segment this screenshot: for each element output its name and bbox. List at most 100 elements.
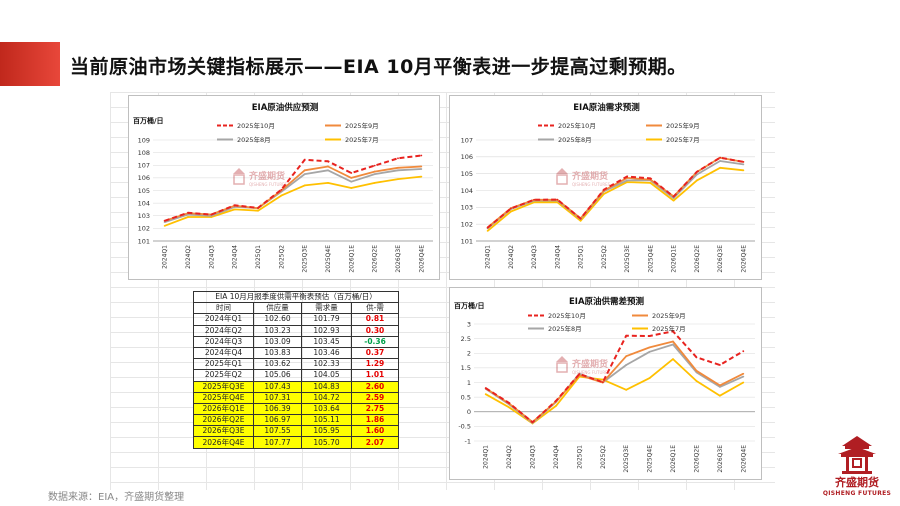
watermark-icon bbox=[233, 168, 245, 174]
x-tick-label: 2026Q4E bbox=[418, 245, 425, 273]
table-cell-time: 2026年Q2E bbox=[193, 414, 254, 427]
x-tick-label: 2024Q3 bbox=[530, 445, 537, 469]
table-row: 2024年Q4 103.83 103.46 0.37 bbox=[193, 346, 400, 360]
x-tick-label: 2024Q3 bbox=[208, 245, 215, 269]
data-point-sep bbox=[695, 369, 698, 372]
title-accent-bar bbox=[0, 42, 60, 86]
y-tick-label: 102 bbox=[461, 220, 473, 228]
demand-chart: EIA原油需求预测 101 102 103 104 105 106 107 2024Q1 2024… bbox=[449, 95, 762, 280]
data-point-jul bbox=[718, 394, 721, 397]
y-tick-label: 107 bbox=[138, 162, 150, 170]
data-point-sep bbox=[625, 355, 628, 358]
y-tick-label: 3 bbox=[467, 320, 471, 328]
data-point-aug bbox=[303, 173, 306, 175]
chart-title: EIA原油供应预测 bbox=[252, 102, 319, 113]
x-tick-label: 2026Q2E bbox=[694, 245, 701, 273]
table-cell-supply: 103.62 bbox=[253, 358, 302, 371]
table-header-time: 时间 bbox=[193, 302, 254, 315]
x-tick-label: 2025Q1 bbox=[255, 245, 262, 269]
series-line-oct bbox=[486, 156, 744, 229]
data-point-oct bbox=[695, 170, 698, 173]
data-point-jul bbox=[257, 209, 259, 212]
data-point-jul bbox=[484, 393, 487, 396]
data-point-aug bbox=[648, 350, 651, 353]
legend-label-jul: 2025年7月 bbox=[666, 135, 700, 144]
series-line-sep bbox=[487, 156, 744, 229]
series-line-oct bbox=[485, 330, 744, 424]
table-cell-time: 2025年Q3E bbox=[193, 380, 254, 393]
table-cell-supply: 107.77 bbox=[253, 436, 302, 449]
table-header-supply: 供应量 bbox=[253, 302, 302, 315]
data-point-jul bbox=[626, 181, 629, 183]
data-point-jul bbox=[742, 381, 745, 384]
x-tick-label: 2024Q3 bbox=[531, 245, 538, 269]
series-line-aug bbox=[487, 160, 744, 230]
y-tick-label: 0.5 bbox=[461, 393, 471, 401]
legend-label-jul: 2025年7月 bbox=[652, 324, 686, 333]
data-point-sep bbox=[373, 170, 376, 173]
data-point-jul bbox=[508, 406, 511, 409]
data-point-jul bbox=[672, 358, 674, 360]
data-point-jul bbox=[695, 380, 698, 382]
table-cell-supply: 106.39 bbox=[253, 402, 302, 416]
x-tick-label: 2024Q4 bbox=[554, 245, 561, 269]
table-cell-time: 2026年Q3E bbox=[193, 425, 254, 438]
y-tick-label: 105 bbox=[138, 187, 150, 195]
y-tick-label: 104 bbox=[461, 187, 473, 195]
data-point-jul bbox=[625, 388, 628, 391]
table-row: 2026年Q2E 106.97 105.11 1.86 bbox=[193, 414, 400, 427]
legend-label-aug: 2025年8月 bbox=[237, 135, 271, 144]
table-cell-demand: 105.11 bbox=[301, 414, 352, 427]
watermark-sub: QISHENG FUTURES bbox=[572, 182, 611, 187]
y-tick-label: 108 bbox=[138, 149, 150, 157]
data-point-sep bbox=[350, 176, 353, 179]
data-point-aug bbox=[742, 163, 745, 166]
data-point-oct bbox=[303, 158, 306, 161]
data-point-aug bbox=[327, 169, 329, 172]
series-line-aug bbox=[164, 168, 422, 223]
y-tick-label: 106 bbox=[461, 153, 473, 161]
data-point-sep bbox=[420, 165, 423, 168]
table-cell-supply: 106.97 bbox=[253, 414, 302, 427]
data-point-sep bbox=[303, 169, 306, 172]
x-tick-label: 2024Q1 bbox=[162, 245, 169, 269]
data-point-oct bbox=[486, 226, 489, 229]
table-row: 2024年Q1 102.60 101.79 0.81 bbox=[193, 313, 400, 326]
x-tick-label: 2025Q4E bbox=[647, 245, 654, 273]
data-point-jul bbox=[719, 166, 722, 169]
balance-table: EIA 10月月报季度供需平衡表预估（百万桶/日） 时间 供应量 需求量 供-需… bbox=[192, 290, 400, 449]
data-point-jul bbox=[327, 182, 329, 184]
y-tick-label: 109 bbox=[138, 136, 150, 144]
data-point-oct bbox=[648, 335, 651, 337]
data-point-oct bbox=[695, 356, 698, 359]
legend-label-oct: 2025年10月 bbox=[558, 121, 596, 130]
table-cell-supply: 107.43 bbox=[253, 380, 302, 393]
watermark-name: 齐盛期货 bbox=[249, 170, 285, 182]
table-cell-demand: 104.72 bbox=[301, 391, 352, 404]
data-point-oct bbox=[742, 350, 745, 353]
x-tick-label: 2025Q3E bbox=[624, 245, 631, 273]
data-point-oct bbox=[397, 157, 399, 160]
data-point-jul bbox=[602, 192, 605, 195]
data-point-oct bbox=[163, 219, 166, 222]
data-point-oct bbox=[601, 381, 604, 384]
y-tick-label: 2.5 bbox=[461, 335, 471, 343]
table-cell-time: 2024年Q2 bbox=[193, 324, 254, 337]
table-cell-balance: 2.07 bbox=[350, 436, 400, 449]
data-point-oct bbox=[742, 160, 745, 163]
x-tick-label: 2025Q1 bbox=[578, 245, 585, 269]
series-line-sep bbox=[485, 340, 744, 423]
x-tick-label: 2025Q2 bbox=[278, 245, 285, 269]
table-cell-time: 2024年Q3 bbox=[193, 335, 254, 348]
table-cell-time: 2024年Q1 bbox=[193, 313, 254, 326]
y-tick-label: -0.5 bbox=[458, 423, 471, 431]
data-point-jul bbox=[420, 175, 423, 178]
data-point-aug bbox=[625, 364, 628, 366]
table-cell-balance: -0.36 bbox=[350, 335, 400, 348]
legend-label-oct: 2025年10月 bbox=[237, 121, 275, 130]
table-caption: EIA 10月月报季度供需平衡表预估（百万桶/日） bbox=[192, 290, 400, 304]
pavilion-icon bbox=[838, 436, 876, 474]
data-point-oct bbox=[373, 164, 376, 167]
x-tick-label: 2024Q4 bbox=[232, 245, 239, 269]
